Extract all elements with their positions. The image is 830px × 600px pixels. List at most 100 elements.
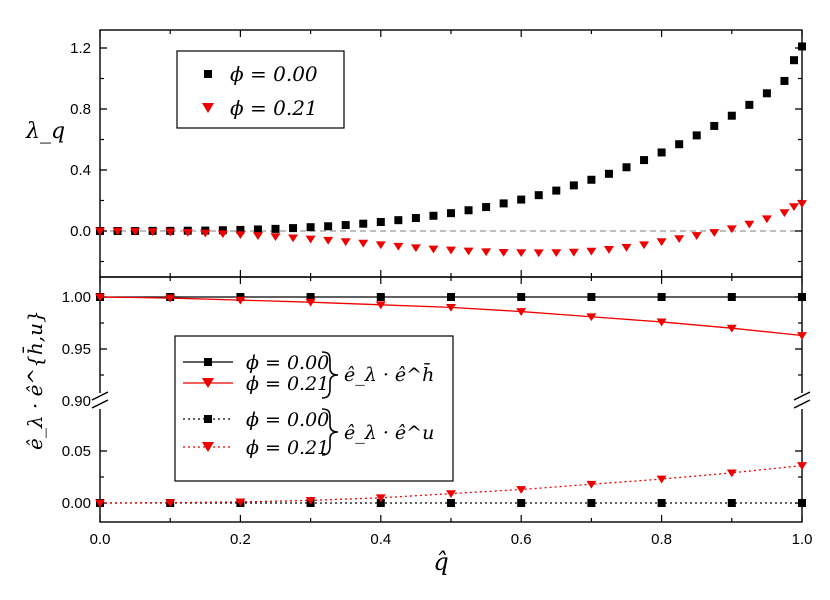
lambda-point-phi021 [516, 249, 527, 258]
lambda-point-phi021 [393, 242, 404, 251]
lambda-point-phi021 [235, 231, 246, 240]
lambda-point-phi0 [552, 186, 561, 195]
overlap-point-lower [586, 480, 597, 489]
lambda-point-phi021 [586, 247, 597, 256]
lambda-point-phi021 [428, 245, 439, 254]
lambda-point-phi0 [324, 222, 333, 231]
lambda-point-phi021 [95, 227, 105, 236]
lambda-point-phi0 [675, 140, 684, 149]
bottom-series-markers [95, 293, 807, 508]
lambda-point-phi0 [710, 121, 719, 130]
lambda-point-phi021 [112, 227, 123, 236]
lambda-point-phi0 [289, 224, 298, 233]
overlap-point-lower [165, 499, 176, 508]
lambda-point-phi021 [358, 239, 369, 248]
lambda-point-phi0 [411, 214, 420, 223]
top-y-axis-label: λ_q [25, 119, 65, 144]
x-tick-label: 0.4 [370, 531, 391, 548]
lambda-point-phi021 [375, 241, 386, 250]
top-axis-ticks: 1.2 0.8 0.4 0.0 [70, 30, 803, 277]
overlap-point-upper [165, 294, 176, 303]
bottom-y-tick-label: 0.90 [62, 393, 91, 410]
x-tick-label: 0.0 [90, 531, 111, 548]
lambda-point-phi021 [621, 243, 632, 252]
lambda-point-phi021 [603, 246, 614, 254]
lambda-point-phi021 [674, 235, 685, 244]
top-series-markers [95, 42, 807, 258]
lambda-point-phi0 [429, 211, 438, 220]
lambda-point-phi0 [780, 76, 789, 85]
lambda-point-phi021 [340, 238, 351, 247]
bottom-y-tick-label: 0.95 [62, 341, 91, 358]
lambda-point-phi0 [253, 225, 262, 234]
legend-top-entry-1: ϕ = 0.21 [230, 96, 318, 120]
overlap-point-upper [586, 313, 597, 322]
lambda-point-phi021 [481, 248, 492, 257]
lambda-point-phi021 [797, 200, 807, 208]
overlap-point-upper [447, 293, 455, 301]
lambda-point-phi021 [252, 232, 263, 240]
legend-brace-lower [321, 408, 339, 456]
overlap-point-upper [306, 293, 315, 301]
lambda-point-phi0 [447, 209, 455, 218]
lambda-point-phi0 [271, 224, 280, 233]
lambda-point-phi021 [551, 249, 562, 258]
overlap-point-lower [798, 499, 806, 507]
lambda-point-phi0 [692, 131, 701, 140]
overlap-point-lower [95, 499, 105, 508]
lambda-point-phi021 [498, 248, 509, 257]
lambda-point-phi021 [789, 203, 799, 211]
overlap-point-lower [727, 499, 736, 507]
lambda-point-phi021 [779, 209, 790, 218]
bottom-y-axis-label: ê_λ · ê^{h̄,u} [22, 310, 47, 450]
overlap-point-upper [657, 293, 666, 301]
bottom-y-tick-label: 1.00 [62, 289, 91, 306]
overlap-line-upper-phi021 [99, 296, 803, 337]
lambda-point-phi021 [323, 236, 334, 245]
bottom-axis-ticks: 1.00 0.95 0.90 0.05 0.00 0.0 0.2 0.4 0.6 0.8 1.0 [62, 277, 812, 548]
overlap-point-lower [517, 499, 526, 507]
lambda-point-phi0 [341, 221, 350, 230]
overlap-point-lower [376, 499, 385, 507]
overlap-point-lower [726, 469, 737, 478]
x-tick-label: 0.8 [651, 531, 672, 548]
legend-bottom-entry-1: ϕ = 0.21 [246, 373, 329, 395]
lambda-point-phi021 [726, 225, 737, 234]
top-legend: ϕ = 0.00 ϕ = 0.21 [176, 50, 345, 129]
lambda-point-phi021 [182, 228, 193, 237]
bottom-legend: ϕ = 0.00 ϕ = 0.21 ϕ = 0.00 ϕ = 0.21 ê_λ … [174, 335, 454, 482]
lambda-point-phi0 [236, 225, 245, 234]
overlap-point-upper [517, 293, 526, 301]
overlap-point-lower [657, 499, 666, 507]
overlap-point-lower [235, 498, 246, 507]
top-y-tick-label: 0.8 [70, 101, 91, 118]
legend-group-label-1: ê_λ · ê^u [344, 422, 434, 444]
overlap-point-upper [235, 296, 246, 305]
overlap-point-upper [95, 293, 105, 302]
lambda-point-phi0 [306, 223, 315, 232]
lambda-point-phi0 [587, 175, 596, 184]
lambda-point-phi021 [761, 215, 772, 224]
lambda-point-phi0 [218, 226, 227, 235]
lambda-point-phi021 [410, 244, 421, 253]
overlap-point-lower [305, 497, 316, 505]
lambda-point-phi0 [376, 218, 385, 227]
lambda-point-phi021 [533, 249, 544, 258]
legend-bottom-entry-0: ϕ = 0.00 [246, 352, 329, 374]
lambda-point-phi0 [482, 203, 491, 212]
lambda-point-phi0 [464, 206, 473, 215]
lambda-point-phi021 [305, 235, 316, 244]
lambda-point-phi021 [217, 230, 228, 239]
lambda-point-phi0 [640, 156, 649, 165]
x-tick-label: 0.6 [511, 531, 532, 548]
overlap-point-lower [656, 475, 667, 484]
lambda-point-phi0 [762, 89, 771, 98]
overlap-point-upper [305, 298, 316, 307]
lambda-point-phi0 [517, 195, 526, 204]
lambda-point-phi0 [727, 111, 736, 120]
overlap-point-upper [376, 293, 385, 301]
lambda-point-phi0 [499, 199, 508, 208]
top-y-tick-label: 1.2 [70, 40, 91, 57]
overlap-point-lower [797, 462, 807, 470]
